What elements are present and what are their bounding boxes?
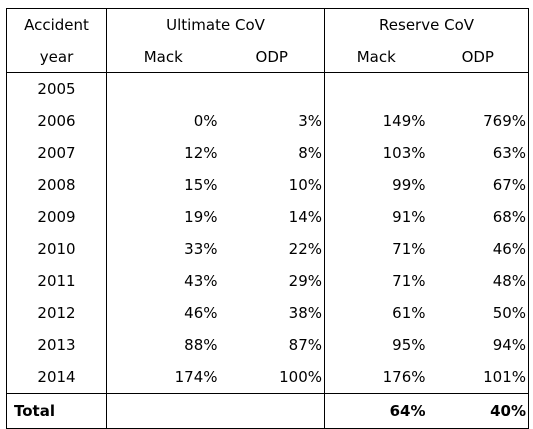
cov-table: Accident Ultimate CoV Reserve CoV year M… xyxy=(6,8,530,429)
res-odp-cell: 67% xyxy=(427,169,530,201)
total-res-odp: 40% xyxy=(427,393,530,429)
year-cell: 2013 xyxy=(6,329,107,361)
ult-odp-cell: 8% xyxy=(298,144,323,162)
ult-odp-cell xyxy=(220,73,325,106)
year-cell: 2008 xyxy=(6,169,107,201)
ult-mack-cell: 46% xyxy=(106,297,220,329)
ult-mack-cell: 15% xyxy=(106,169,220,201)
total-row: Total 64% 40% xyxy=(6,393,530,429)
table-row: 2008 15% 10% 99% 67% xyxy=(6,169,530,201)
ult-mack-cell: 12% xyxy=(106,137,220,169)
year-cell: 2006 xyxy=(6,105,107,137)
res-odp-cell: 769% xyxy=(427,105,530,137)
table-row: 2005 xyxy=(6,72,530,106)
header-ultimate-cov: Ultimate CoV xyxy=(105,8,325,41)
res-odp-cell: 101% xyxy=(427,361,530,394)
res-odp-cell: 50% xyxy=(427,297,530,329)
res-odp-cell: 63% xyxy=(427,137,530,169)
ult-mack-cell: 0% xyxy=(106,105,220,137)
res-odp-cell: 94% xyxy=(427,329,530,361)
ult-mack-cell: 33% xyxy=(106,233,220,265)
total-res-mack: 64% xyxy=(324,393,428,429)
res-odp-cell: 48% xyxy=(427,265,530,297)
year-cell: 2010 xyxy=(6,233,107,265)
ult-odp-cell: 100% xyxy=(279,368,323,386)
ult-odp-cell: 14% xyxy=(288,208,323,226)
ult-mack-cell: 19% xyxy=(106,201,220,233)
res-mack-cell: 95% xyxy=(324,329,428,361)
ult-mack-cell: 43% xyxy=(106,265,220,297)
table-row: 2012 46% 38% 61% 50% xyxy=(6,297,530,329)
res-mack-cell: 91% xyxy=(324,201,428,233)
table-row: 2010 33% 22% 71% 46% xyxy=(6,233,530,265)
res-mack-cell: 103% xyxy=(324,137,428,169)
ult-mack-cell: 88% xyxy=(106,329,220,361)
res-mack-cell: 149% xyxy=(324,105,428,137)
header-res-odp: ODP xyxy=(427,41,530,73)
res-odp-cell xyxy=(427,72,530,105)
ult-odp-cell: 38% xyxy=(288,304,323,322)
table-body: 2005 2006 0% 3% 149% 769% 2007 12% 8% 10… xyxy=(6,72,530,429)
table-row: 2011 43% 29% 71% 48% xyxy=(6,265,530,297)
res-odp-cell: 68% xyxy=(427,201,530,233)
ult-odp-cell: 87% xyxy=(288,336,323,354)
year-cell: 2012 xyxy=(6,297,107,329)
header-ult-odp: ODP xyxy=(219,41,325,73)
table-header: Accident Ultimate CoV Reserve CoV year M… xyxy=(6,8,530,73)
header-ult-mack: Mack xyxy=(106,41,220,73)
table-row: 2009 19% 14% 91% 68% xyxy=(6,201,530,233)
header-row-1: Accident Ultimate CoV Reserve CoV xyxy=(6,8,530,41)
ult-odp-cell: 3% xyxy=(298,112,323,130)
res-mack-cell: 71% xyxy=(324,233,428,265)
year-cell: 2014 xyxy=(6,361,107,394)
ult-odp-cell: 22% xyxy=(288,240,323,258)
res-mack-cell: 176% xyxy=(324,361,428,394)
header-accident: Accident xyxy=(6,8,107,41)
header-year: year xyxy=(6,41,107,73)
res-odp-cell: 46% xyxy=(427,233,530,265)
table-row: 2007 12% 8% 103% 63% xyxy=(6,137,530,169)
res-mack-cell: 99% xyxy=(324,169,428,201)
ult-odp-cell: 29% xyxy=(288,272,323,290)
res-mack-cell xyxy=(324,72,428,105)
year-cell: 2011 xyxy=(6,265,107,297)
page: Accident Ultimate CoV Reserve CoV year M… xyxy=(6,8,530,429)
year-cell: 2009 xyxy=(6,201,107,233)
header-res-mack: Mack xyxy=(324,41,428,73)
ult-mack-cell xyxy=(106,72,220,105)
res-mack-cell: 61% xyxy=(324,297,428,329)
year-cell: 2007 xyxy=(6,137,107,169)
table-row: 2006 0% 3% 149% 769% xyxy=(6,105,530,137)
ult-odp-cell: 10% xyxy=(288,176,323,194)
table-row: 2013 88% 87% 95% 94% xyxy=(6,329,530,361)
ult-mack-cell: 174% xyxy=(106,361,220,394)
header-row-2: year Mack ODP Mack ODP xyxy=(6,41,530,73)
total-ult-odp xyxy=(219,393,325,429)
year-cell: 2005 xyxy=(6,72,107,105)
res-mack-cell: 71% xyxy=(324,265,428,297)
header-reserve-cov: Reserve CoV xyxy=(324,8,530,41)
total-label: Total xyxy=(6,393,107,429)
table-row: 2014 174% 100% 176% 101% xyxy=(6,361,530,394)
total-ult-mack xyxy=(106,393,220,429)
